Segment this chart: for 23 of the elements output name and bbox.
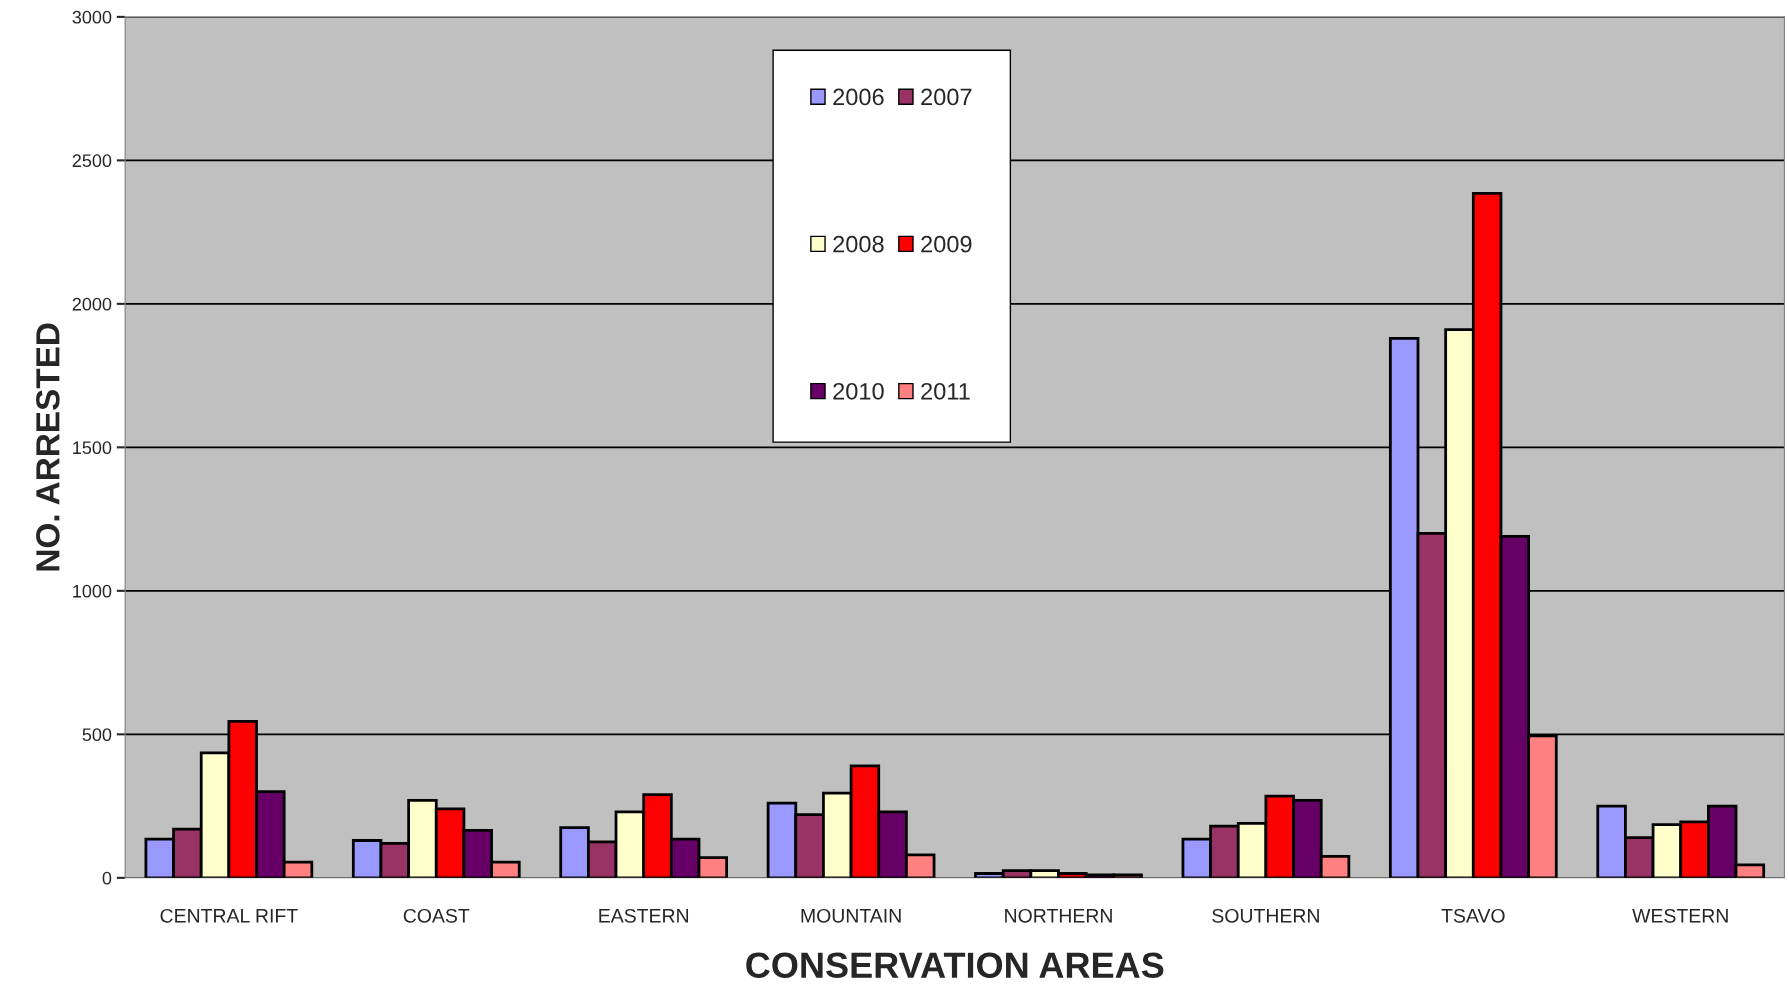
y-tick-label: 1000 <box>73 584 112 598</box>
legend-label: 2010 <box>833 382 884 400</box>
x-tick-label: COAST <box>403 908 470 923</box>
y-tick-label: 2500 <box>72 154 112 168</box>
legend-label: 2008 <box>833 235 884 253</box>
x-tick-label: EASTERN <box>599 908 689 923</box>
y-tick-label: 2000 <box>72 297 112 311</box>
x-tick-label: WESTERN <box>1632 908 1728 923</box>
y-axis-title: NO. ARRESTED <box>36 323 60 571</box>
legend-label: 2007 <box>921 88 972 106</box>
legend-label: 2009 <box>921 235 972 253</box>
x-axis-title: CONSERVATION AREAS <box>746 952 1164 979</box>
y-tick-label: 1500 <box>73 441 112 455</box>
legend-label: 2006 <box>833 88 884 106</box>
y-tick-label: 3000 <box>72 10 112 24</box>
legend-label: 2011 <box>921 382 970 400</box>
y-tick-label: 0 <box>102 871 112 885</box>
x-tick-label: NORTHERN <box>1005 908 1112 923</box>
y-tick-label: 500 <box>82 728 112 742</box>
x-tick-label: TSAVO <box>1441 908 1505 923</box>
x-tick-label: CENTRAL RIFT <box>160 908 298 923</box>
x-tick-label: MOUNTAIN <box>801 908 901 923</box>
x-tick-label: SOUTHERN <box>1212 908 1319 923</box>
